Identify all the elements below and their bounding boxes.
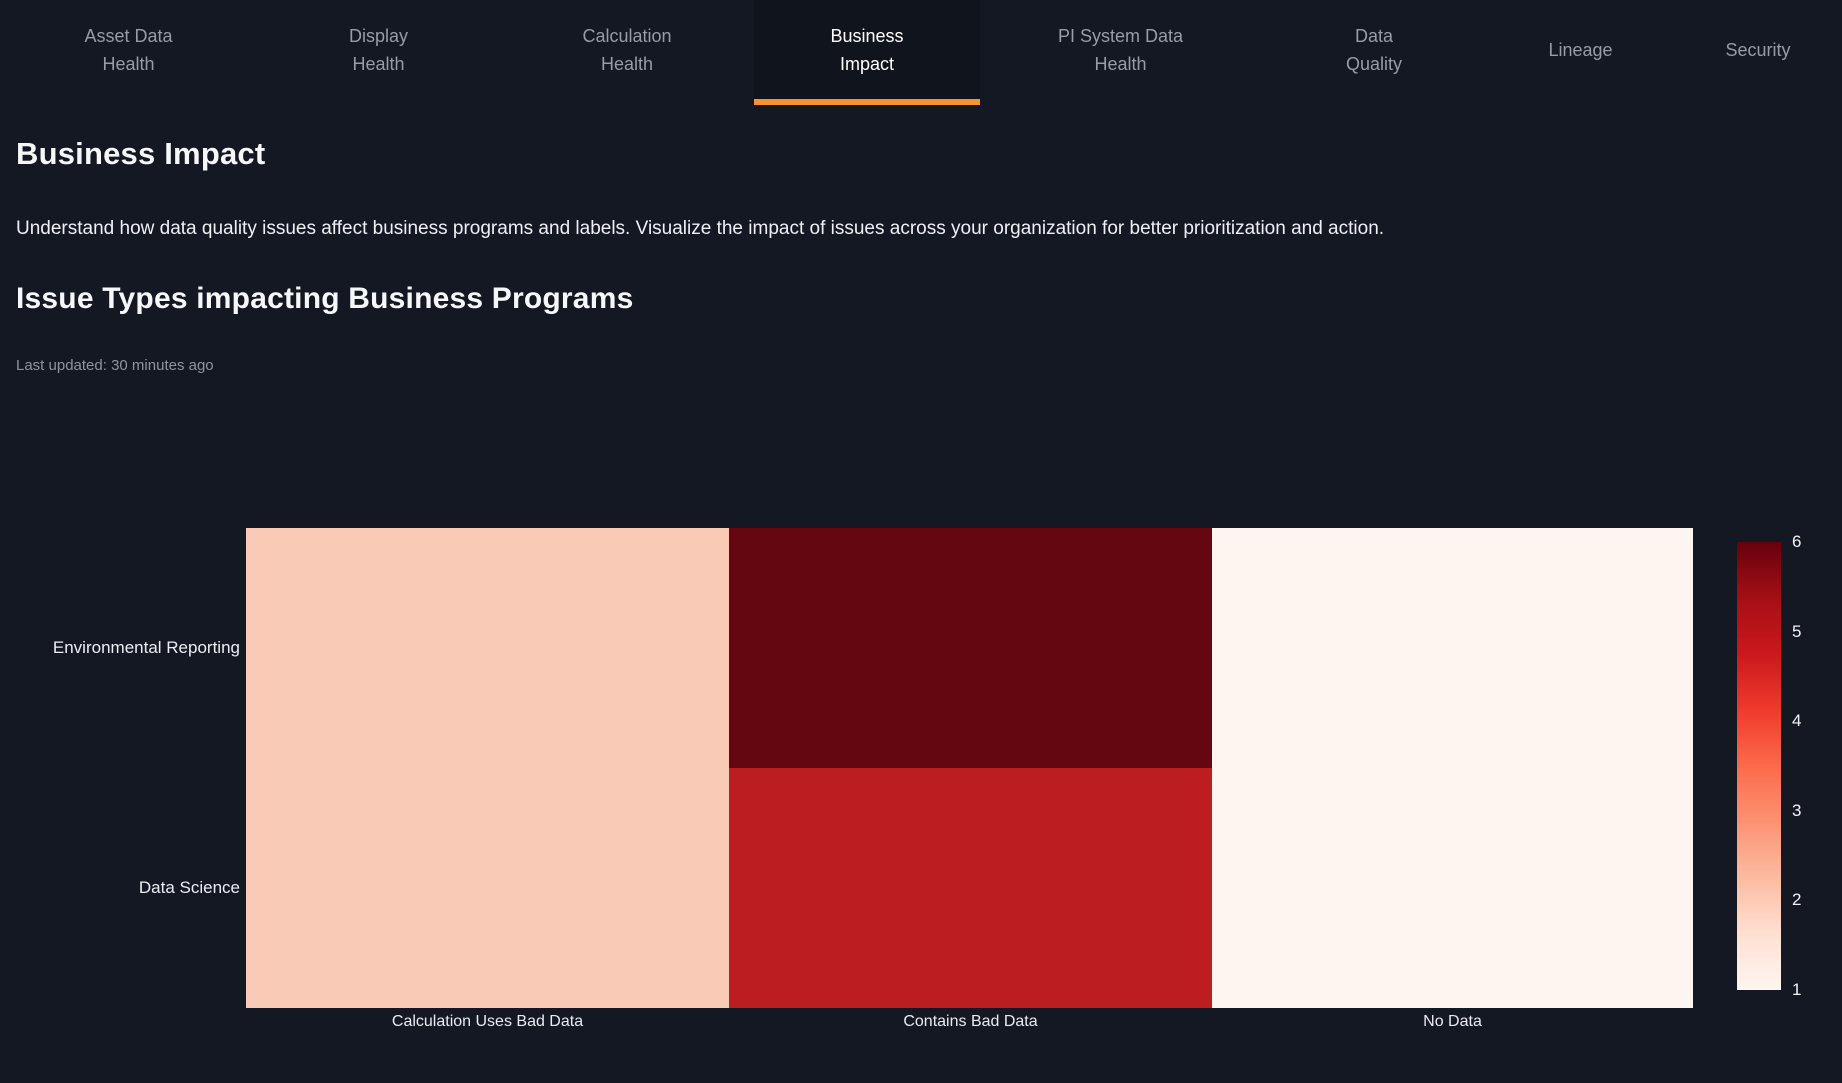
page-title: Business Impact	[16, 136, 266, 171]
tab-label: Business Impact	[830, 25, 904, 74]
tab-data-quality[interactable]: Data Quality	[1261, 0, 1487, 105]
heatmap-cell[interactable]	[729, 528, 1212, 768]
heatmap-cell[interactable]	[246, 528, 729, 768]
colorbar-tick-label: 4	[1792, 711, 1802, 731]
tab-business-impact[interactable]: Business Impact	[754, 0, 980, 105]
y-axis-label: Data Science	[138, 878, 240, 897]
tab-label: PI System Data Health	[1057, 25, 1184, 74]
tab-label: Calculation Health	[582, 25, 672, 74]
tab-label: Data Quality	[1345, 25, 1403, 74]
x-axis-label: No Data	[1423, 1013, 1482, 1030]
x-axis-label: Contains Bad Data	[903, 1013, 1038, 1030]
tab-pi-system-data-health[interactable]: PI System Data Health	[980, 0, 1261, 105]
tab-bar: Asset Data Health Display Health Calcula…	[0, 0, 1842, 105]
tab-label: Lineage	[1548, 39, 1613, 60]
tab-asset-data-health[interactable]: Asset Data Health	[0, 0, 257, 105]
colorbar-tick-label: 1	[1792, 980, 1802, 999]
colorbar-tick-label: 3	[1792, 800, 1802, 820]
colorbar	[1737, 542, 1781, 990]
tab-lineage[interactable]: Lineage	[1487, 0, 1674, 105]
heatmap-cell[interactable]	[729, 768, 1212, 1008]
colorbar-tick-label: 2	[1792, 890, 1802, 910]
colorbar-tick-label: 5	[1792, 621, 1802, 641]
heatmap-cell[interactable]	[1212, 768, 1693, 1008]
x-axis-label: Calculation Uses Bad Data	[391, 1013, 584, 1030]
y-axis-label: Environmental Reporting	[52, 638, 240, 657]
section-title: Issue Types impacting Business Programs	[16, 282, 634, 315]
heatmap-cell[interactable]	[1212, 528, 1693, 768]
tab-security[interactable]: Security	[1674, 0, 1842, 105]
tab-calculation-health[interactable]: Calculation Health	[500, 0, 754, 105]
heatmap-cell[interactable]	[246, 768, 729, 1008]
page-description: Understand how data quality issues affec…	[16, 218, 1385, 239]
tab-label: Display Health	[348, 25, 409, 74]
last-updated-text: Last updated: 30 minutes ago	[16, 357, 214, 374]
heatmap-plot	[246, 528, 1693, 1008]
tab-display-health[interactable]: Display Health	[257, 0, 500, 105]
colorbar-tick-label: 6	[1792, 532, 1802, 551]
tab-label: Security	[1725, 39, 1791, 60]
tab-label: Asset Data Health	[84, 25, 173, 74]
